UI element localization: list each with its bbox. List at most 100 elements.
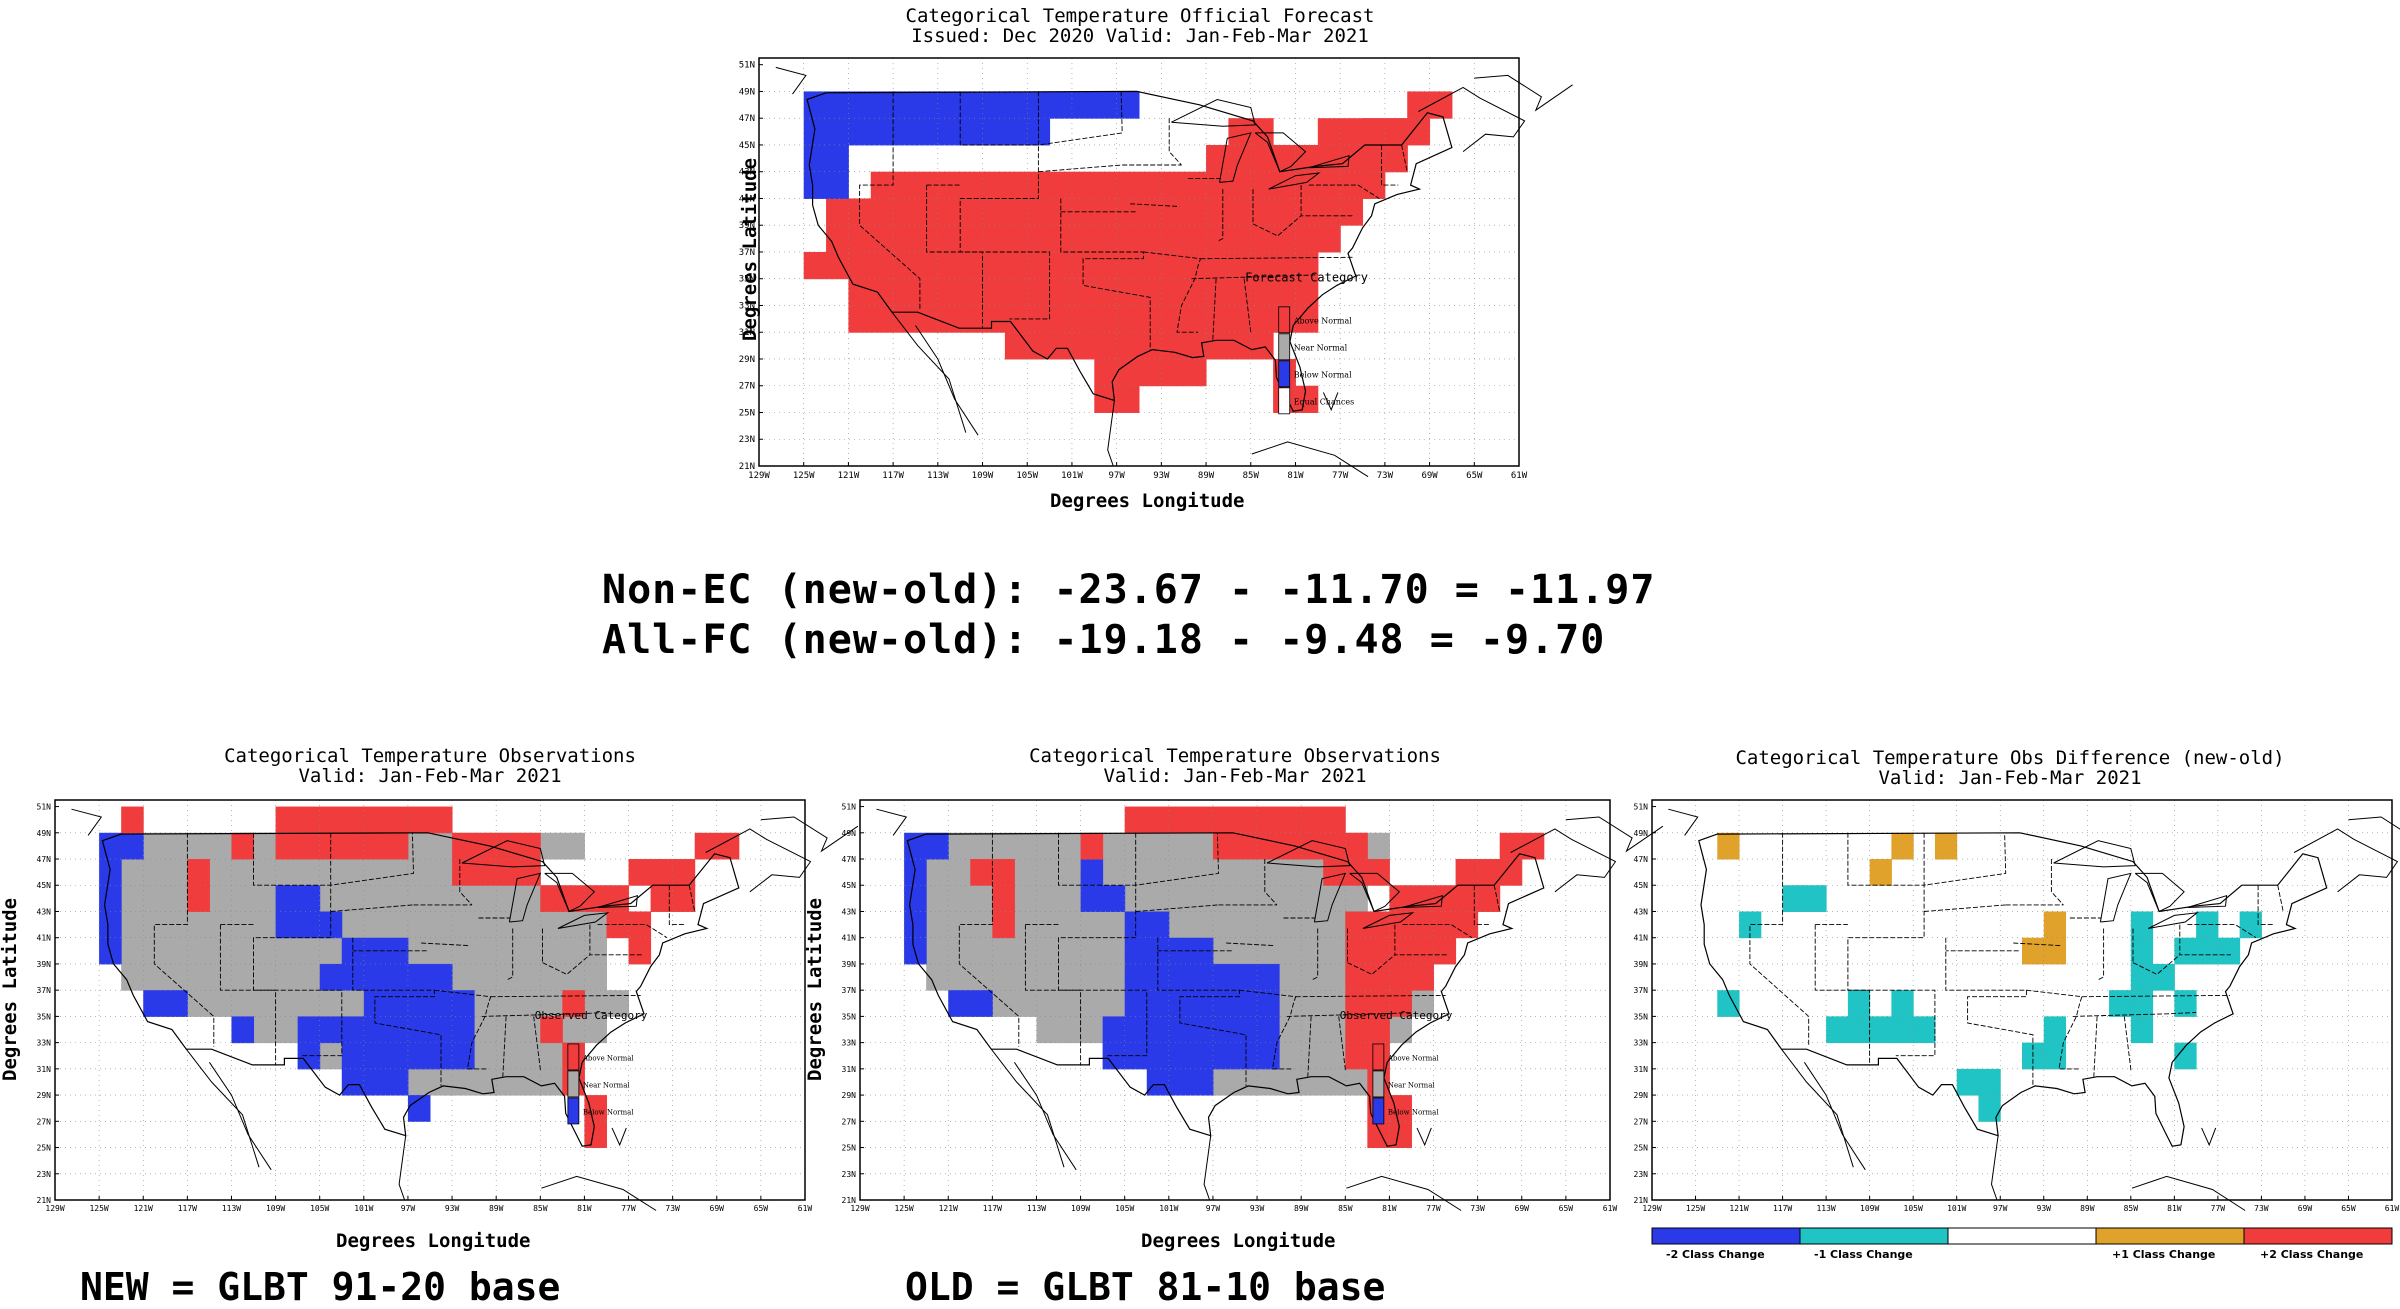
grid-cell — [1183, 332, 1207, 360]
grid-cell — [1116, 305, 1140, 333]
lon-tick-label: 117W — [983, 1204, 1002, 1213]
grid-cell — [1235, 806, 1258, 834]
grid-cell — [2174, 990, 2197, 1017]
grid-cell — [1124, 990, 1148, 1017]
grid-cell — [1183, 358, 1207, 387]
lat-tick-label: 37N — [739, 248, 755, 258]
lat-tick-label: 23N — [37, 1170, 52, 1179]
grid-cell — [209, 937, 232, 965]
grid-cell — [430, 859, 453, 886]
grid-cell — [319, 832, 343, 860]
grid-cell — [1228, 278, 1252, 306]
grid-cell — [1301, 963, 1324, 991]
grid-cell — [826, 91, 849, 119]
grid-cell — [1345, 937, 1368, 965]
lat-tick-label: 41N — [37, 934, 52, 943]
lon-tick-label: 101W — [1159, 1204, 1178, 1213]
lon-tick-label: 97W — [401, 1204, 416, 1213]
grid-cell — [1279, 963, 1302, 991]
legend-swatch — [1372, 1097, 1385, 1125]
grid-cell — [870, 198, 894, 226]
grid-cell — [1080, 832, 1104, 860]
grid-cell — [982, 225, 1006, 253]
grid-cell — [253, 859, 277, 886]
grid-cell — [848, 278, 872, 306]
lon-tick-label: 61W — [1603, 1204, 1618, 1213]
lon-tick-label: 81W — [577, 1204, 592, 1213]
grid-cell — [1228, 118, 1252, 146]
grid-cell — [904, 859, 927, 886]
grid-cell — [1273, 198, 1296, 226]
grid-cell — [1279, 911, 1302, 939]
lat-tick-label: 35N — [842, 1012, 857, 1021]
grid-cell — [948, 885, 971, 912]
grid-cell — [187, 911, 210, 939]
lon-tick-label: 121W — [1729, 1204, 1748, 1213]
lon-tick-label: 113W — [222, 1204, 241, 1213]
grid-cell — [496, 1042, 519, 1070]
grid-cell — [584, 937, 607, 965]
lat-tick-label: 51N — [1634, 803, 1649, 812]
map-frame — [1651, 799, 2393, 1201]
grid-cell — [1295, 385, 1319, 413]
grid-cell — [496, 885, 519, 912]
grid-cell — [275, 937, 299, 965]
lat-tick-label: 45N — [739, 141, 755, 151]
lat-tick-label: 41N — [739, 194, 755, 204]
grid-cell — [518, 990, 541, 1017]
lat-tick-label: 23N — [739, 435, 755, 445]
grid-cell — [960, 198, 984, 226]
grid-cell — [1367, 832, 1390, 860]
legend-label: Below Normal — [1388, 1108, 1439, 1116]
lat-tick-label: 29N — [1634, 1091, 1649, 1100]
grid-cell — [2043, 937, 2067, 965]
grid-cell — [915, 118, 939, 146]
grid-cell — [584, 963, 607, 991]
grid-cell — [165, 963, 188, 991]
score-line-all-fc: All-FC (new-old): -19.18 - -9.48 = -9.70 — [602, 617, 1606, 663]
grid-cell — [430, 911, 453, 939]
lon-tick-label: 73W — [2254, 1204, 2269, 1213]
great-lakes — [1171, 98, 1350, 190]
lat-tick-label: 25N — [739, 408, 755, 418]
lon-tick-label: 129W — [850, 1204, 869, 1213]
grid-cell — [1389, 911, 1412, 939]
grid-cell — [187, 990, 210, 1017]
lon-tick-label: 101W — [1061, 471, 1083, 481]
lon-tick-label: 85W — [2124, 1204, 2139, 1213]
grid-cell — [1257, 937, 1280, 965]
grid-cell — [1367, 963, 1390, 991]
lon-tick-label: 73W — [1377, 471, 1394, 481]
grid-cell — [870, 171, 894, 199]
grid-cell — [407, 859, 431, 886]
grid-cell — [948, 911, 971, 939]
lon-tick-label: 81W — [2167, 1204, 2182, 1213]
grid-cell — [253, 990, 277, 1017]
grid-cell — [341, 832, 365, 860]
grid-cell — [562, 832, 585, 860]
grid-cell — [1301, 1042, 1324, 1070]
grid-cell — [606, 885, 630, 912]
grid-cell — [1102, 1016, 1126, 1044]
grid-cell — [540, 911, 563, 939]
grid-cell — [1102, 911, 1126, 939]
lon-tick-label: 81W — [1287, 471, 1304, 481]
lat-tick-label: 21N — [1634, 1196, 1649, 1205]
grid-cell — [1161, 332, 1185, 360]
grid-cell — [1146, 832, 1170, 860]
grid-cell — [231, 859, 255, 886]
grid-cell — [341, 911, 365, 939]
grid-cell — [1146, 990, 1170, 1017]
grid-cell — [1273, 278, 1296, 306]
grid-cell — [904, 885, 927, 912]
lon-tick-label: 109W — [972, 471, 994, 481]
grid-cell — [826, 225, 849, 253]
grid-cell — [1521, 832, 1545, 860]
grid-cell — [562, 1016, 585, 1044]
grid-cell — [341, 885, 365, 912]
grid-cell — [1146, 1068, 1170, 1096]
grid-cell — [363, 806, 387, 834]
lon-tick-label: 65W — [1466, 471, 1483, 481]
grid-cell — [231, 990, 255, 1017]
grid-cell — [1014, 832, 1037, 860]
